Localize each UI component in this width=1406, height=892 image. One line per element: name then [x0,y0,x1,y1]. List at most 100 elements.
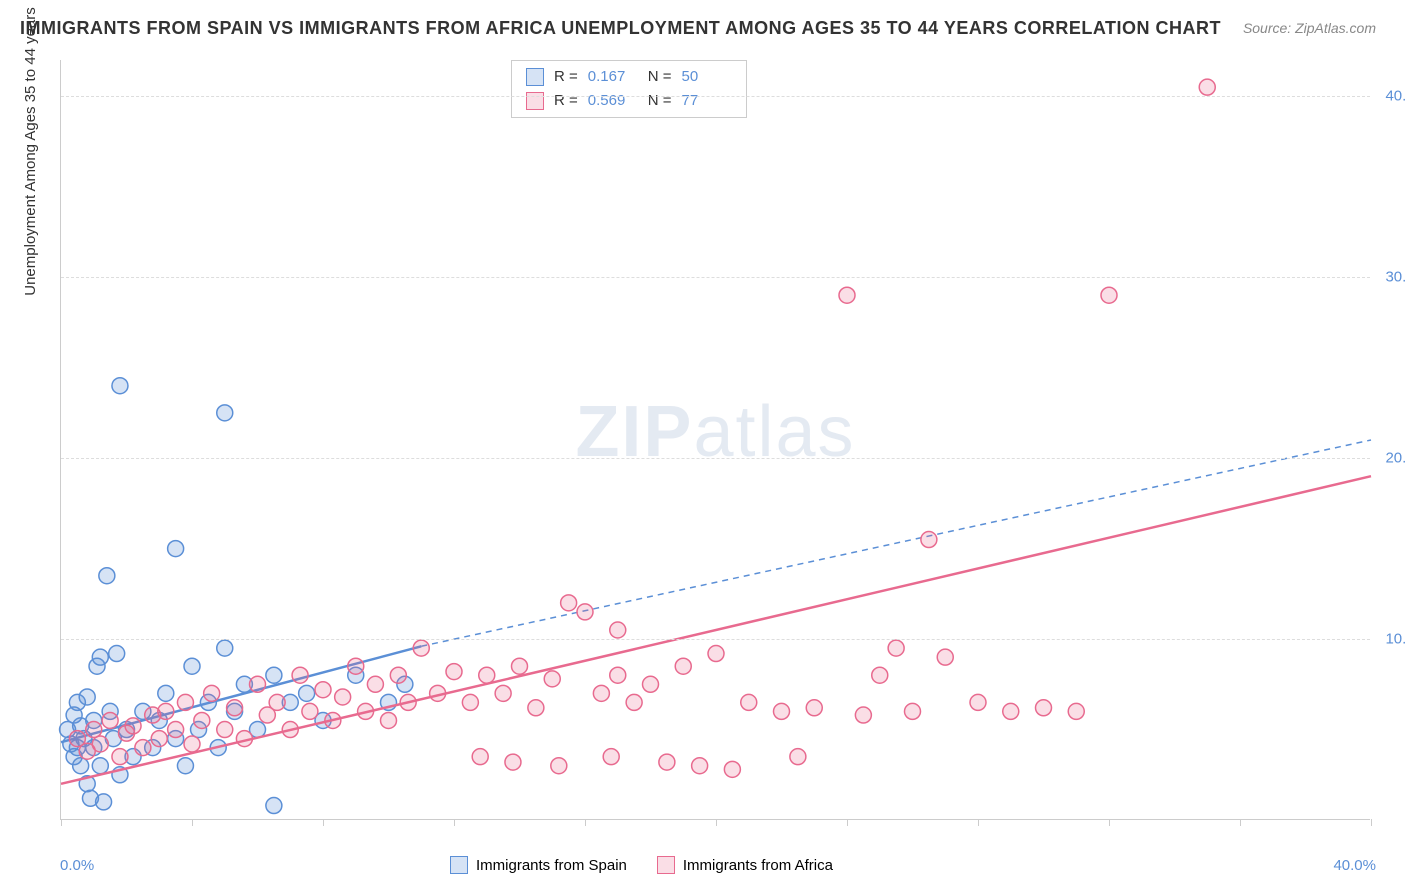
data-point [872,667,888,683]
stat-n-label: N = [648,65,672,89]
grid-line [61,639,1370,640]
data-point [528,700,544,716]
data-point [92,736,108,752]
data-point [92,758,108,774]
data-point [168,541,184,557]
data-point [299,685,315,701]
data-point [112,749,128,765]
stat-r-value: 0.167 [588,65,638,89]
data-point [790,749,806,765]
data-point [92,649,108,665]
data-point [806,700,822,716]
data-point [839,287,855,303]
data-point [921,532,937,548]
y-tick-label: 10.0% [1385,631,1406,648]
series-swatch [526,68,544,86]
data-point [292,667,308,683]
data-point [217,640,233,656]
data-point [184,736,200,752]
y-axis-title: Unemployment Among Ages 35 to 44 years [22,7,39,296]
data-point [99,568,115,584]
x-tick [978,819,979,826]
data-point [269,694,285,710]
data-point [266,798,282,814]
data-point [1101,287,1117,303]
data-point [125,718,141,734]
data-point [472,749,488,765]
data-point [1003,703,1019,719]
data-point [603,749,619,765]
data-point [970,694,986,710]
x-axis-min-label: 0.0% [60,857,94,874]
data-point [135,740,151,756]
x-tick [847,819,848,826]
legend-item: Immigrants from Africa [657,856,833,874]
data-point [112,378,128,394]
trend-line [61,476,1371,784]
data-point [79,689,95,705]
data-point [708,646,724,662]
data-point [204,685,220,701]
stat-r-label: R = [554,89,578,113]
x-tick [454,819,455,826]
data-point [741,694,757,710]
series-swatch [450,856,468,874]
y-tick-label: 40.0% [1385,88,1406,105]
data-point [1199,79,1215,95]
x-tick [1109,819,1110,826]
data-point [462,694,478,710]
data-point [593,685,609,701]
data-point [659,754,675,770]
data-point [86,722,102,738]
data-point [315,682,331,698]
data-point [610,667,626,683]
x-tick [716,819,717,826]
data-point [158,703,174,719]
stats-legend-box: R = 0.167 N = 50R =0.569N =77 [511,60,747,118]
stat-n-value: 50 [682,65,732,89]
data-point [73,758,89,774]
data-point [577,604,593,620]
data-point [724,761,740,777]
data-point [109,646,125,662]
data-point [643,676,659,692]
stats-row: R =0.569N =77 [526,89,732,113]
data-point [266,667,282,683]
data-point [692,758,708,774]
data-point [177,758,193,774]
data-point [905,703,921,719]
grid-line [61,277,1370,278]
chart-container: IMMIGRANTS FROM SPAIN VS IMMIGRANTS FROM… [0,0,1406,892]
data-point [1036,700,1052,716]
grid-line [61,458,1370,459]
legend-label: Immigrants from Africa [683,857,833,874]
trend-line-extrapolated [421,440,1371,646]
data-point [217,405,233,421]
data-point [1068,703,1084,719]
x-tick [192,819,193,826]
data-point [888,640,904,656]
data-point [151,731,167,747]
data-point [302,703,318,719]
legend-item: Immigrants from Spain [450,856,627,874]
legend-bottom: Immigrants from Spain Immigrants from Afr… [450,856,833,874]
data-point [227,700,243,716]
data-point [937,649,953,665]
x-tick [1371,819,1372,826]
data-point [168,722,184,738]
data-point [479,667,495,683]
stat-r-label: R = [554,65,578,89]
data-point [96,794,112,810]
data-point [390,667,406,683]
data-point [512,658,528,674]
stat-n-value: 77 [682,89,732,113]
data-point [551,758,567,774]
x-tick [323,819,324,826]
data-point [194,712,210,728]
x-tick [1240,819,1241,826]
x-axis-max-label: 40.0% [1333,857,1376,874]
data-point [250,676,266,692]
data-point [561,595,577,611]
data-point [102,712,118,728]
chart-title: IMMIGRANTS FROM SPAIN VS IMMIGRANTS FROM… [20,18,1221,39]
